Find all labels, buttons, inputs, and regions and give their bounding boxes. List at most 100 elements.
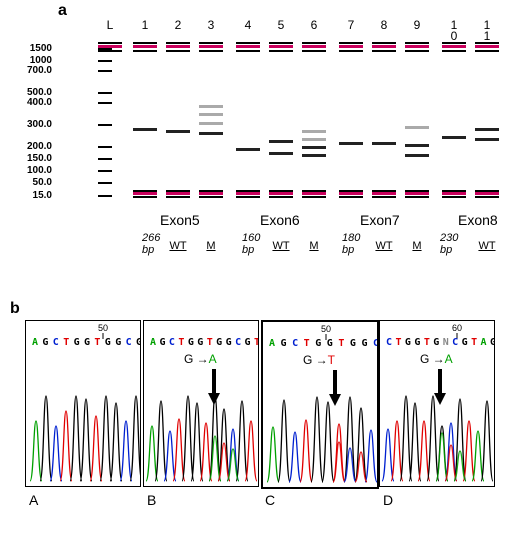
wt-label: WT	[372, 240, 396, 252]
svg-text:C: C	[53, 337, 59, 348]
gel-well	[199, 42, 223, 52]
svg-text:C: C	[169, 337, 175, 348]
svg-text:G: G	[315, 338, 321, 349]
svg-text:G: G	[136, 337, 140, 348]
chromatogram-panel: 50AGCTGGTGGCGAAGCTGGTGGCGTG →AB50AGCTGGT…	[25, 320, 495, 520]
svg-text:T: T	[178, 337, 184, 348]
ladder-mark	[98, 60, 112, 62]
chromatogram-sublabel: C	[261, 492, 379, 508]
exon-label: Exon5	[160, 212, 200, 228]
gel-endcap	[372, 190, 396, 198]
ladder-label: 50.0	[10, 177, 52, 188]
gel-endcap	[442, 190, 466, 198]
svg-text:G: G	[42, 337, 48, 348]
svg-text:G: G	[327, 338, 333, 349]
svg-text:C: C	[292, 338, 298, 349]
ladder-mark	[98, 170, 112, 172]
lane-header: 8	[370, 20, 398, 31]
svg-text:G: G	[216, 337, 222, 348]
ladder-label: 400.0	[10, 97, 52, 108]
panel-a-label: a	[58, 2, 67, 20]
lane-header: 2	[164, 20, 192, 31]
gel-well	[98, 42, 122, 52]
gel-band	[166, 130, 190, 133]
exon-label: Exon6	[260, 212, 300, 228]
lane-header: L	[96, 20, 124, 31]
svg-text:G: G	[490, 337, 494, 348]
svg-text:G: G	[226, 337, 232, 348]
gel-band	[133, 128, 157, 131]
svg-text:C: C	[373, 338, 377, 349]
svg-text:T: T	[304, 338, 310, 349]
gel-endcap	[475, 190, 499, 198]
svg-text:G: G	[350, 338, 356, 349]
gel-well	[236, 42, 260, 52]
bp-label: 180 bp	[342, 232, 372, 256]
ladder-mark	[98, 92, 112, 94]
svg-text:T: T	[63, 337, 69, 348]
svg-text:T: T	[338, 338, 344, 349]
gel-well	[475, 42, 499, 52]
gel-well	[405, 42, 429, 52]
ladder-mark	[98, 158, 112, 160]
gel-band	[372, 142, 396, 145]
svg-text:G: G	[105, 337, 111, 348]
gel-band	[405, 126, 429, 129]
svg-text:T: T	[254, 337, 258, 348]
svg-text:G: G	[414, 337, 420, 348]
wt-label: WT	[475, 240, 499, 252]
ladder-mark	[98, 102, 112, 104]
chromatogram-box: 60CTGGTGNCGTAGG →A	[379, 320, 495, 487]
gel-endcap	[302, 190, 326, 198]
lane-header: 6	[300, 20, 328, 31]
ladder-label: 100.0	[10, 165, 52, 176]
gel-endcap	[339, 190, 363, 198]
lane-header: 1	[131, 20, 159, 31]
svg-text:A: A	[150, 337, 156, 348]
chromatogram-sublabel: A	[25, 492, 143, 508]
svg-text:T: T	[395, 337, 401, 348]
chromatogram-box: AGCTGGTGGCGTG →A	[143, 320, 259, 487]
svg-text:G: G	[281, 338, 287, 349]
chromatogram-sublabel: D	[379, 492, 497, 508]
gel-endcap	[269, 190, 293, 198]
m-label: M	[302, 240, 326, 252]
ladder-label: 300.0	[10, 119, 52, 130]
ladder-mark	[98, 182, 112, 184]
gel-endcap	[405, 190, 429, 198]
exon-label: Exon7	[360, 212, 400, 228]
svg-text:G: G	[462, 337, 468, 348]
gel-well	[269, 42, 293, 52]
svg-text:50: 50	[321, 324, 331, 334]
bp-label: 160 bp	[242, 232, 272, 256]
svg-text:50: 50	[98, 323, 108, 333]
svg-text:T: T	[471, 337, 477, 348]
lane-header: 1 0	[440, 20, 468, 42]
gel-endcap	[166, 190, 190, 198]
svg-text:G: G	[84, 337, 90, 348]
ladder-mark	[98, 124, 112, 126]
gel-band	[236, 148, 260, 151]
panel-b-label: b	[10, 300, 20, 318]
chromatogram-box: 50AGCTGGTGGCG	[25, 320, 141, 487]
svg-text:T: T	[207, 337, 213, 348]
svg-text:C: C	[386, 337, 392, 348]
gel-band	[302, 146, 326, 149]
svg-text:G: G	[197, 337, 203, 348]
gel-band	[302, 130, 326, 133]
gel-well	[166, 42, 190, 52]
ladder-mark	[98, 195, 112, 197]
gel-endcap	[133, 190, 157, 198]
gel-well	[442, 42, 466, 52]
svg-text:G: G	[74, 337, 80, 348]
chromatogram-sublabel: B	[143, 492, 261, 508]
svg-text:60: 60	[452, 323, 462, 333]
ladder-label: 700.0	[10, 65, 52, 76]
svg-text:G →T: G →T	[303, 353, 336, 367]
svg-text:G: G	[188, 337, 194, 348]
svg-text:C: C	[235, 337, 241, 348]
exon-label: Exon8	[458, 212, 498, 228]
lane-header: 4	[234, 20, 262, 31]
gel-well	[302, 42, 326, 52]
svg-text:T: T	[94, 337, 100, 348]
